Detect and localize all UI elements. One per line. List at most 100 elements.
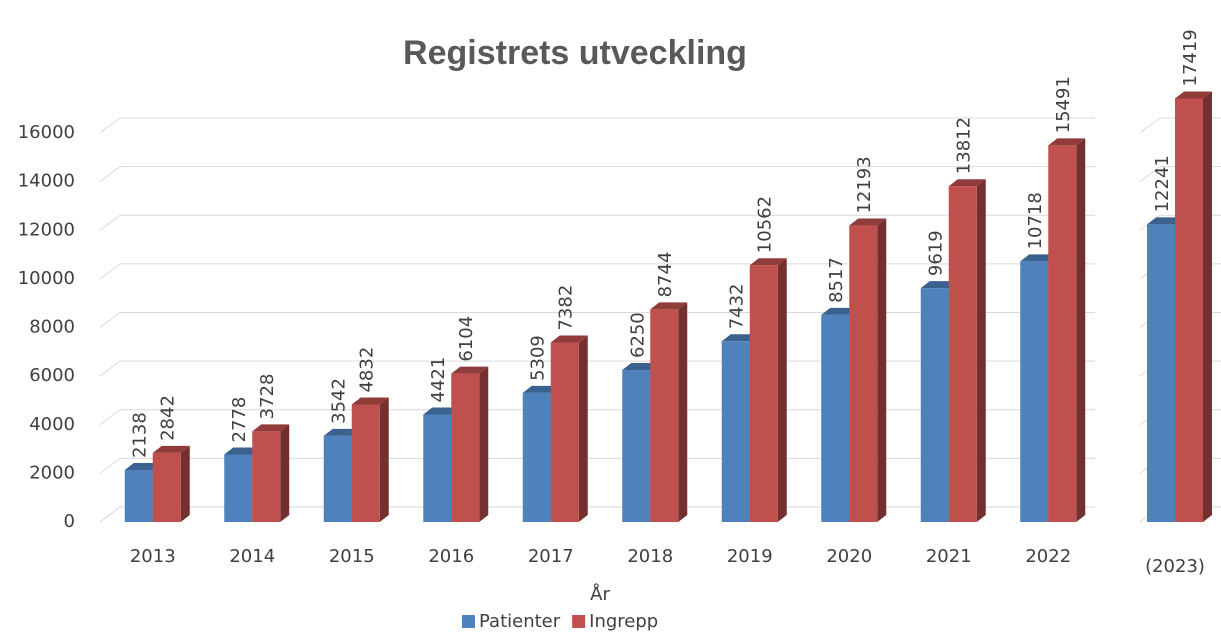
grid-line: [99, 457, 121, 474]
bar-top: [622, 363, 660, 371]
x-tick-label: 2019: [727, 546, 773, 567]
y-tick-label: 16000: [18, 122, 75, 143]
value-label: 12241: [1152, 155, 1173, 212]
value-label: 3542: [329, 378, 350, 424]
value-label: 5309: [528, 335, 549, 381]
bar-side: [678, 302, 688, 522]
x-tick-label: 2015: [329, 546, 375, 567]
y-tick-label: 2000: [29, 462, 75, 483]
value-label: 6250: [627, 312, 648, 358]
bar-top: [351, 397, 389, 405]
bar-top: [522, 385, 560, 393]
x-tick-label: 2016: [428, 546, 474, 567]
grid-line: [99, 312, 121, 328]
x-axis-label: År: [590, 583, 610, 605]
value-label: 13812: [954, 117, 975, 174]
x-tick-label: 2021: [926, 546, 972, 567]
bar-top: [224, 447, 262, 455]
value-label: 2842: [158, 395, 179, 441]
value-label: 8744: [655, 252, 676, 298]
x-tick-label: 2020: [826, 546, 872, 567]
bar-top: [423, 407, 461, 415]
grid-line: [99, 117, 121, 134]
bar: [920, 288, 949, 522]
value-label: 7382: [556, 285, 577, 331]
bar-top: [152, 445, 190, 453]
grid-line: [99, 409, 121, 426]
value-label: 9619: [926, 230, 947, 276]
bar-top: [550, 335, 588, 343]
y-tick-label: 6000: [29, 365, 75, 386]
bar-side: [976, 179, 986, 523]
value-label: 3728: [257, 374, 278, 420]
bar: [622, 370, 651, 522]
y-tick-label: 12000: [18, 219, 75, 240]
bar: [721, 341, 750, 522]
grid-line: [1139, 166, 1161, 183]
legend-label: Patienter: [479, 611, 561, 632]
bar-top: [920, 281, 958, 289]
legend-swatch: [572, 615, 586, 628]
bar-top: [323, 428, 361, 436]
bar-side: [777, 258, 787, 522]
chart-title: Registrets utveckling: [403, 34, 747, 72]
x-tick-label: 2014: [229, 546, 275, 567]
value-label: 4421: [428, 357, 449, 403]
bar-side: [180, 445, 190, 522]
value-label: 4832: [357, 347, 378, 393]
bar: [152, 452, 181, 522]
value-label: 10562: [755, 196, 776, 253]
x-tick-label: 2018: [627, 546, 673, 567]
x-tick-label: 2022: [1025, 546, 1071, 567]
bar-top: [650, 302, 688, 310]
bar: [451, 373, 480, 522]
bar-top: [721, 334, 759, 342]
bar-side: [877, 218, 887, 523]
bar: [849, 225, 878, 523]
grid-line: [99, 360, 121, 377]
value-label: 10718: [1025, 192, 1046, 249]
bar: [124, 470, 153, 522]
bar-top: [1147, 217, 1184, 225]
bar-top: [124, 463, 162, 471]
bar: [650, 309, 679, 522]
value-label: 7432: [727, 283, 748, 329]
bar-side: [280, 424, 290, 522]
bar-side: [379, 397, 389, 522]
x-tick-label: 2017: [528, 546, 574, 567]
bar: [252, 431, 281, 522]
bar: [1020, 261, 1049, 522]
grid-line: [99, 166, 121, 183]
value-label: 15491: [1053, 76, 1074, 133]
bar: [423, 414, 452, 522]
bar-top: [821, 307, 859, 315]
bar-side: [479, 366, 489, 522]
bar: [351, 404, 380, 522]
x-tick-label: (2023): [1145, 556, 1205, 577]
grid-line: [99, 263, 121, 280]
bar-top: [849, 218, 887, 226]
value-label: 12193: [854, 156, 875, 213]
grid-line: [99, 506, 121, 523]
bar: [550, 342, 579, 522]
bar-side: [578, 335, 588, 522]
value-label: 6104: [456, 316, 477, 362]
y-tick-label: 14000: [18, 171, 75, 192]
legend-swatch: [462, 615, 475, 628]
bar: [1048, 145, 1077, 522]
bar-side: [1203, 91, 1212, 523]
value-label: 17419: [1180, 29, 1201, 86]
bar: [821, 314, 850, 522]
bar-top: [1048, 138, 1086, 146]
bar-top: [451, 366, 489, 374]
value-label: 2138: [130, 412, 151, 458]
grid-line: [1139, 117, 1161, 134]
bar: [224, 454, 253, 522]
bar-top: [1175, 91, 1212, 99]
y-tick-label: 0: [64, 511, 75, 532]
y-tick-label: 10000: [18, 268, 75, 289]
grid-line: [99, 214, 121, 231]
y-tick-label: 4000: [29, 414, 75, 435]
x-tick-label: 2013: [130, 546, 176, 567]
